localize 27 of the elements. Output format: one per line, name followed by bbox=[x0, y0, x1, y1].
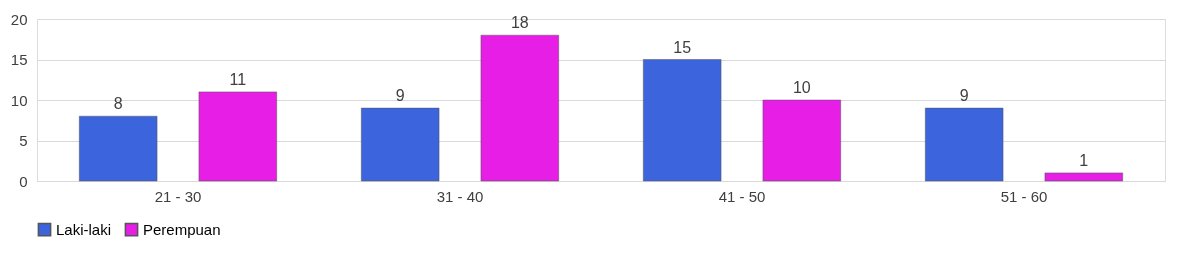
legend-label: Perempuan bbox=[143, 220, 221, 238]
data-label: 11 bbox=[229, 70, 247, 88]
x-tick-label: 51 - 60 bbox=[1000, 187, 1048, 205]
bar bbox=[361, 107, 440, 182]
data-label: 9 bbox=[959, 87, 969, 105]
y-tick-label: 0 bbox=[19, 172, 28, 190]
x-tick-label: 21 - 30 bbox=[154, 187, 202, 205]
y-tick-label: 15 bbox=[10, 51, 28, 68]
bar bbox=[925, 107, 1004, 182]
bar bbox=[643, 59, 722, 182]
legend-label: Laki-laki bbox=[56, 220, 112, 238]
data-label: 15 bbox=[673, 38, 692, 56]
data-label: 10 bbox=[792, 79, 811, 96]
bar bbox=[762, 99, 841, 182]
x-tick-label: 31 - 40 bbox=[436, 187, 484, 205]
data-label: 18 bbox=[510, 14, 529, 32]
bar bbox=[198, 91, 277, 182]
y-tick-label: 5 bbox=[19, 132, 28, 149]
bar bbox=[1044, 172, 1123, 182]
data-label: 8 bbox=[113, 95, 123, 113]
data-label: 1 bbox=[1079, 151, 1089, 169]
y-tick-label: 20 bbox=[10, 10, 28, 28]
bar bbox=[480, 34, 559, 182]
bar bbox=[79, 115, 158, 182]
x-tick-label: 41 - 50 bbox=[718, 187, 766, 205]
y-tick-label: 10 bbox=[10, 91, 28, 109]
data-label: 9 bbox=[395, 87, 405, 105]
